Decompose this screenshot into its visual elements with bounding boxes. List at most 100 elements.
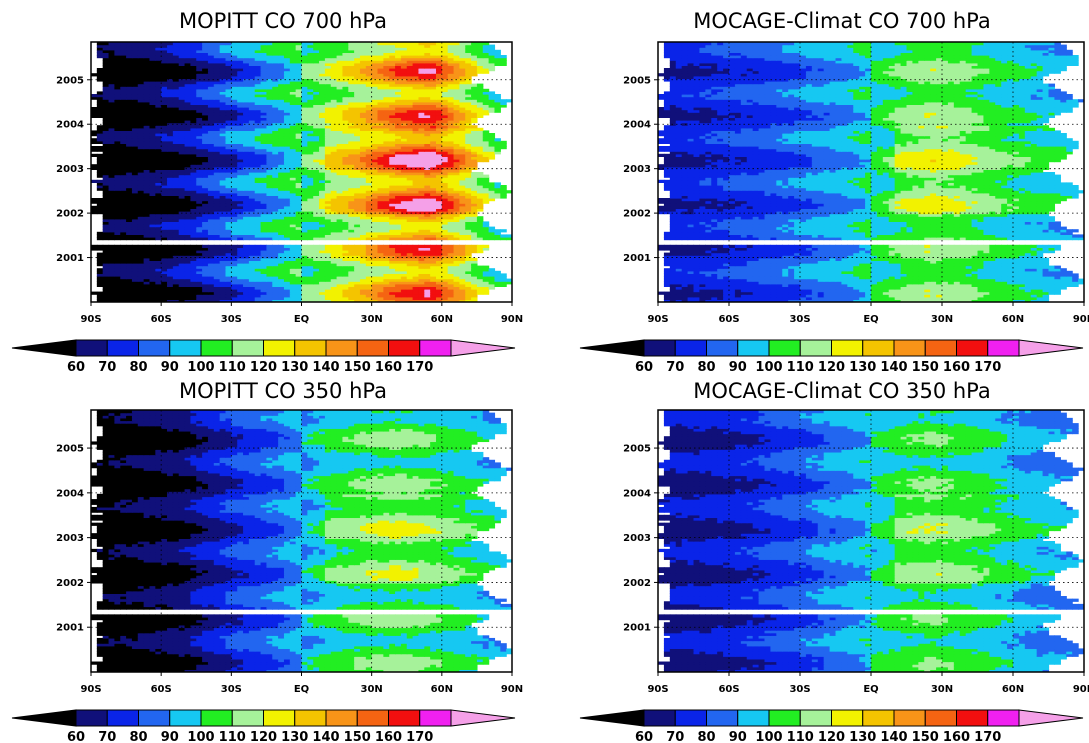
heatmap-cell — [260, 281, 268, 285]
heatmap-cell — [424, 252, 431, 256]
heatmap-cell — [254, 109, 262, 113]
heatmap-cell — [430, 278, 437, 282]
heatmap-cell — [131, 153, 139, 157]
heatmap-cell — [167, 205, 174, 209]
heatmap-cell — [301, 179, 308, 183]
heatmap-cell — [406, 166, 414, 170]
heatmap-cell — [295, 226, 303, 230]
heatmap-cell — [237, 151, 244, 155]
heatmap-cell — [354, 268, 361, 272]
heatmap-cell — [190, 109, 197, 113]
heatmap-cell — [383, 148, 390, 152]
heatmap-cell — [319, 125, 326, 129]
heatmap-cell — [190, 166, 197, 170]
heatmap-cell — [418, 281, 425, 285]
heatmap-cell — [102, 198, 110, 202]
heatmap-cell — [383, 208, 390, 212]
heatmap-cell — [161, 283, 168, 287]
heatmap-cell — [155, 174, 162, 178]
heatmap-cell — [295, 294, 303, 298]
heatmap-cell — [172, 208, 180, 212]
heatmap-cell — [418, 148, 425, 152]
heatmap-cell — [283, 299, 291, 302]
heatmap-cell — [120, 203, 127, 207]
heatmap-cell — [190, 161, 197, 165]
heatmap-cell — [459, 172, 466, 176]
heatmap-cell — [167, 146, 174, 150]
heatmap-cell — [342, 146, 349, 150]
heatmap-cell — [213, 224, 221, 228]
heatmap-cell — [260, 265, 268, 269]
heatmap-cell — [225, 127, 232, 131]
heatmap-cell — [389, 192, 396, 196]
heatmap-cell — [272, 172, 279, 176]
heatmap-cell — [266, 231, 273, 235]
heatmap-cell — [272, 229, 279, 233]
heatmap-cell — [447, 281, 455, 285]
heatmap-cell — [435, 195, 443, 199]
heatmap-cell — [96, 294, 104, 298]
heatmap-cell — [272, 208, 279, 212]
heatmap-cell — [243, 200, 250, 204]
heatmap-cell — [213, 151, 221, 155]
heatmap-cell — [207, 273, 215, 277]
heatmap-cell — [342, 260, 349, 264]
heatmap-cell — [178, 192, 186, 196]
heatmap-cell — [441, 190, 449, 194]
heatmap-cell — [126, 114, 133, 118]
heatmap-cell — [424, 260, 431, 264]
heatmap-cell — [295, 169, 303, 173]
heatmap-cell — [359, 252, 367, 256]
heatmap-cell — [383, 252, 390, 256]
heatmap-cell — [260, 166, 268, 170]
heatmap-cell — [289, 187, 297, 191]
heatmap-cell — [219, 143, 227, 147]
heatmap-cell — [476, 270, 484, 274]
heatmap-cell — [471, 296, 478, 300]
heatmap-cell — [465, 140, 472, 144]
heatmap-cell — [400, 122, 408, 126]
heatmap-cell — [283, 122, 291, 126]
heatmap-cell — [143, 107, 151, 111]
heatmap-cell — [319, 260, 326, 264]
heatmap-cell — [225, 114, 232, 118]
heatmap-cell — [219, 250, 227, 254]
heatmap-cell — [120, 153, 127, 157]
heatmap-cell — [167, 172, 174, 176]
heatmap-cell — [172, 104, 180, 108]
heatmap-cell — [406, 289, 414, 293]
heatmap-cell — [406, 252, 414, 256]
heatmap-cell — [459, 164, 466, 168]
heatmap-cell — [342, 148, 349, 152]
heatmap-cell — [149, 229, 156, 233]
heatmap-cell — [178, 190, 186, 194]
heatmap-cell — [248, 185, 256, 189]
heatmap-cell — [272, 135, 279, 139]
heatmap-cell — [231, 130, 238, 134]
heatmap-cell — [272, 187, 279, 191]
heatmap-cell — [424, 229, 431, 233]
heatmap-cell — [219, 218, 227, 222]
heatmap-cell — [114, 174, 121, 178]
heatmap-cell — [412, 291, 420, 295]
heatmap-cell — [143, 192, 151, 196]
heatmap-cell — [184, 172, 192, 176]
heatmap-cell — [371, 120, 379, 124]
heatmap-cell — [447, 291, 455, 295]
heatmap-cell — [412, 120, 420, 124]
heatmap-cell — [471, 130, 478, 134]
heatmap-cell — [126, 187, 133, 191]
heatmap-cell — [295, 133, 303, 137]
heatmap-cell — [114, 265, 121, 269]
heatmap-cell — [441, 257, 449, 261]
heatmap-cell — [307, 195, 314, 199]
heatmap-cell — [266, 107, 273, 111]
heatmap-cell — [301, 104, 308, 108]
heatmap-cell — [441, 252, 449, 256]
heatmap-cell — [447, 172, 455, 176]
heatmap-cell — [459, 127, 466, 131]
heatmap-cell — [488, 153, 496, 157]
heatmap-cell — [371, 226, 379, 230]
heatmap-cell — [447, 255, 455, 259]
heatmap-cell — [161, 104, 168, 108]
